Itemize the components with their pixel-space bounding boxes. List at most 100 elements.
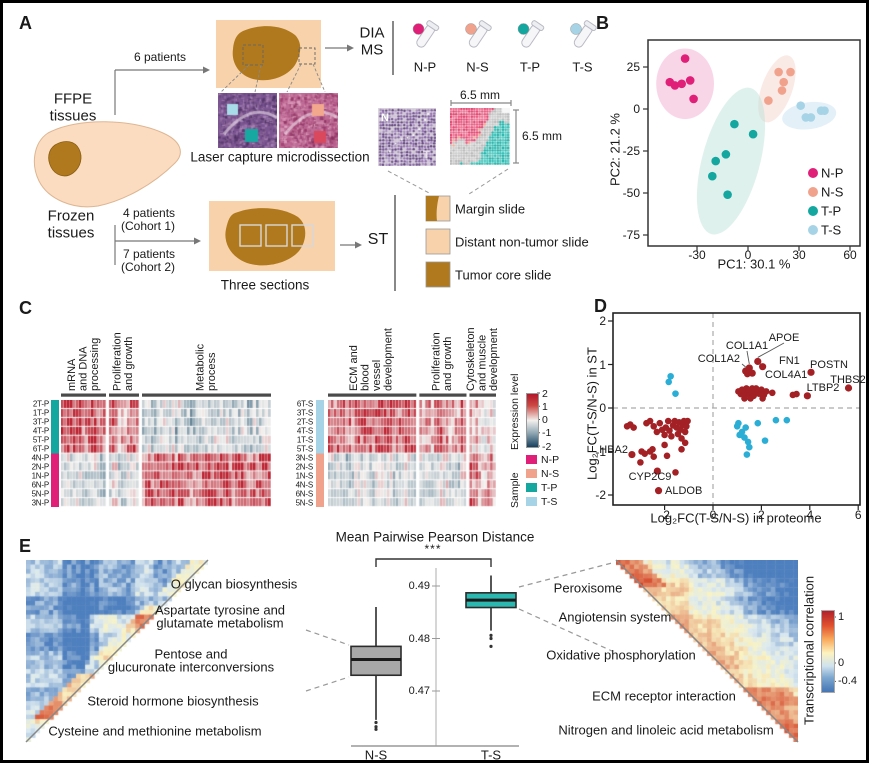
fc-gene-label-CYP2C9: CYP2C9 [628,471,672,483]
fc-point-concordant [747,395,754,402]
heatmap-row-label-left: 1T-P [32,408,49,418]
fc-point-concordant [678,435,685,442]
pca-point-T-S [820,106,829,115]
heatmap-group-bar-L1 [109,393,139,397]
heatmap-group-label: Proliferation and growth [430,332,454,391]
pca-point-T-P [730,119,739,129]
heatmap-row-label-left: 6T-P [32,444,49,454]
heatmap-row-label-right: 4N-S [295,480,314,490]
correlation-tick-label: -0.4 [838,675,857,688]
heatmap-group-label-wrap: Proliferation and growth [112,332,136,391]
heatmap-group-label-wrap: ECM and blood vessel development [348,328,395,391]
fc-gene-point-CYP2C9 [653,467,661,475]
pca-point-T-P [721,150,731,159]
fc-point-concordant [678,446,685,453]
heatmap-group-bar-L2 [142,393,271,397]
heatmap-row-label-right: 3N-S [295,453,314,463]
fc-point-concordant [666,427,673,434]
pathway-label-right-2: Oxidative phosphorylation [546,647,696,663]
significance-stars: *** [424,542,442,556]
boxplot-group-label-N-S: N-S [364,747,388,763]
heatmap-row-label-left: 5T-P [32,435,49,445]
heatmap-row-label-left: 1N-P [31,471,50,481]
panel-label-a: A [19,13,32,33]
fc-gene-point-ALDOB [654,487,663,495]
ffpe-label-line1: FFPE [53,90,93,108]
fc-y-tick: 1 [599,357,606,372]
heatmap-row-label-right: 1N-S [295,471,314,481]
fc-point-discordant [667,372,674,380]
slide-legend-label-margin: Margin slide [455,201,526,217]
boxplot-y-tick: 0.47 [408,685,430,697]
fc-point-concordant [661,441,668,449]
fc-point-discordant [735,419,742,427]
tube-label-T-P: T-P [519,59,541,75]
cohort1-label: (Cohort 1) [121,219,176,233]
heatmap-group-bar-R2 [469,393,496,397]
heatmap-row-label-right: 3T-S [296,408,313,418]
pca-y-axis-label: PC2: 21.2 % [607,113,623,186]
heatmap-group-label: Cytoskeleton and muscle development [464,327,500,391]
fc-point-concordant [650,453,658,461]
fc-point-discordant [742,424,749,431]
fc-gene-point-HBA2 [628,450,636,459]
st-image-n-label: N [381,112,389,124]
three-sections-caption: Three sections [220,277,310,293]
fc-point-discordant [783,416,791,424]
expression-tick-label: 1 [542,400,548,413]
pca-x-axis-label: PC1: 30.1 % [717,256,791,272]
fc-gene-point-THBS2 [844,384,853,392]
fc-gene-point-FN1 [759,363,767,371]
heatmap-group-label-line: development [382,328,395,391]
panel-label-c: C [19,298,32,318]
sample-swatch-T-S [526,497,537,506]
heatmap-group-label-wrap: mRNA and DNA processing [65,338,101,391]
heatmap-group-label-line: and muscle [475,334,488,391]
sample-swatch-label-N-S: N-S [541,468,560,480]
fc-point-discordant [761,437,769,444]
row-sidebar-left-top [51,400,59,454]
frozen-label-line2: tissues [47,224,95,242]
fc-point-concordant [643,419,650,427]
seven-patients-label: 7 patients [123,247,176,261]
heatmap-row-label-right: 2T-S [296,417,313,427]
fc-point-discordant [741,434,748,441]
row-sidebar-left-bottom [51,453,59,507]
correlation-colorbar-title-wrap: Transcriptional correlation [802,576,817,725]
fc-gene-point-LTBP2 [803,392,811,400]
expression-tick-label: 2 [542,387,548,400]
fc-point-concordant [762,388,770,395]
sample-swatch-label-N-P: N-P [541,454,560,466]
fc-point-concordant [649,446,656,453]
tube-label-N-P: N-P [413,59,437,75]
heatmap-group-label: mRNA and DNA processing [65,338,101,391]
cohort2-label: (Cohort 2) [121,260,176,274]
fc-point-discordant [738,428,746,436]
heatmap-row-label-right: 4T-S [296,426,313,436]
pca-point-N-S [764,96,773,105]
heatmap-group-label-line: and DNA [76,346,89,391]
pca-plot-box [647,39,861,247]
fc-y-tick: 2 [599,314,606,328]
lcm-caption: Laser capture microdissection [190,149,370,165]
fc-point-concordant [741,395,748,402]
st-slide-cluster-image [450,108,510,165]
panel-label-b: B [596,13,609,33]
fc-x-axis-label: Log₂FC(T-S/N-S) in proteome [650,510,822,526]
heatmap-row-label-right: 5T-S [296,444,313,454]
fc-point-discordant [743,451,751,458]
heatmap-group-bar-L0 [61,393,106,397]
fc-gene-label-COL1A1: COL1A1 [725,340,769,352]
expression-colorbar [526,393,539,448]
fc-point-concordant [650,422,658,430]
fc-point-concordant [683,422,690,430]
fc-point-concordant [672,469,679,476]
slide-legend-swatch-margin [425,195,451,222]
heatmap-row-label-left: 2T-P [32,399,49,409]
pca-point-N-P [677,79,686,89]
heatmap-group-label-wrap: Proliferation and growth [430,332,454,391]
heatmap-group-label-line: development [487,328,500,391]
expression-level-title-wrap: Expression level [509,374,521,450]
heatmap-row-label-left: 6N-P [31,480,50,490]
pca-ellipse-T-P [696,87,766,235]
